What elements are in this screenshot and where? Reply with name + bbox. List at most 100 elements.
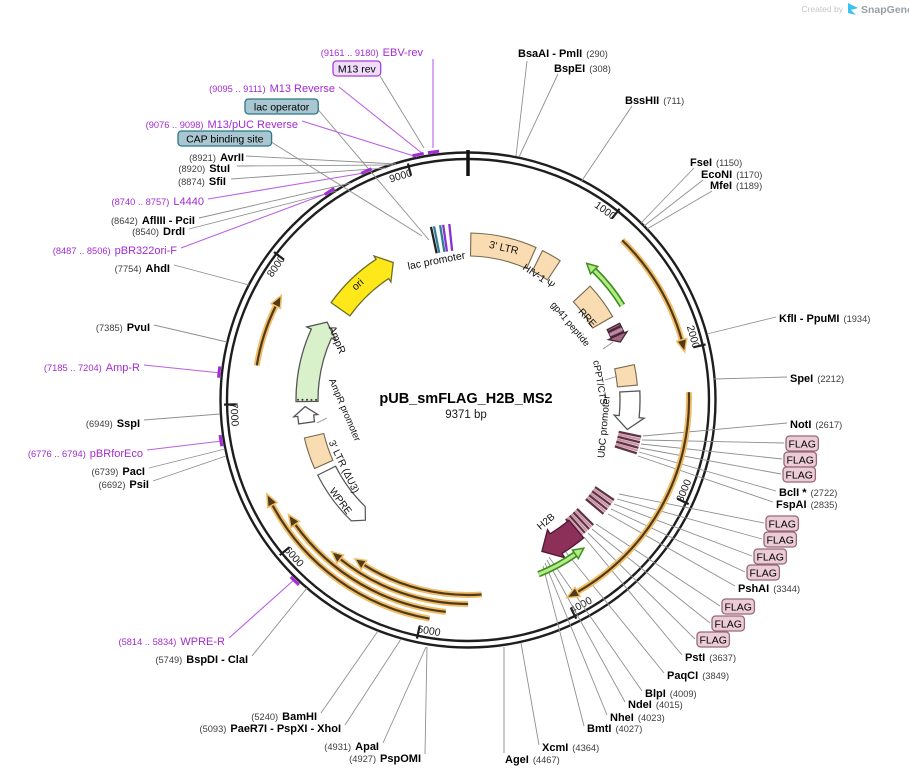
site-label-pspomi[interactable]: (4927) PspOMI <box>349 753 421 765</box>
callout-line <box>639 447 782 475</box>
site-label-xcmi[interactable]: XcmI (4364) <box>542 742 599 754</box>
site-label-paer7i-pspxi-xhoi[interactable]: (5093) PaeR7I - PspXI - XhoI <box>199 723 341 735</box>
primer-site-mark <box>323 186 336 196</box>
callout-line <box>173 264 250 286</box>
flag-tag-label[interactable]: FLAG <box>765 515 800 532</box>
site-label-bsshii[interactable]: BssHII (711) <box>625 95 684 107</box>
snapgene-logo-icon <box>848 3 858 15</box>
primer-site-mark <box>427 149 440 155</box>
site-label-nhei[interactable]: NheI (4023) <box>610 712 665 724</box>
site-label-bspei[interactable]: BspEI (308) <box>554 63 611 75</box>
boxed-label-cap-binding-site[interactable]: CAP binding site <box>177 130 273 147</box>
feature-flag-cluster-1[interactable] <box>614 430 642 455</box>
site-label-psii[interactable]: (6692) PsiI <box>99 479 149 491</box>
site-label-sspi[interactable]: (6949) SspI <box>86 418 140 430</box>
site-label-amp-r[interactable]: (7185 .. 7204) Amp-R <box>44 362 140 374</box>
site-label-econi[interactable]: EcoNI (1170) <box>701 169 762 181</box>
site-label-bamhi[interactable]: (5240) BamHI <box>251 711 317 723</box>
feature-ltr3-du3-box[interactable] <box>303 432 334 470</box>
boxed-label-m13-rev[interactable]: M13 rev <box>332 60 382 77</box>
site-label-avrii[interactable]: (8921) AvrII <box>189 152 244 164</box>
feature-label-ampr-promoter[interactable]: AmpR promoter <box>326 377 362 443</box>
site-label-kfli-ppumi[interactable]: KflI - PpuMI (1934) <box>779 313 870 325</box>
site-label-drdi[interactable]: (8540) DrdI <box>132 226 185 238</box>
site-label-ndei[interactable]: NdeI (4015) <box>628 699 683 711</box>
callout-line <box>706 316 777 335</box>
feature-orf-5[interactable] <box>330 550 469 607</box>
site-label-m13-puc-reverse[interactable]: (9076 .. 9098) M13/pUC Reverse <box>146 119 298 131</box>
flag-tag-label[interactable]: FLAG <box>746 564 781 581</box>
feature-rre-box[interactable] <box>572 285 614 329</box>
feature-orf-2[interactable] <box>564 392 692 599</box>
site-label-agei[interactable]: AgeI (4467) <box>505 754 560 766</box>
feature-green-upper[interactable] <box>585 262 626 308</box>
feature-cppt-box[interactable] <box>614 363 638 388</box>
site-label-fsei[interactable]: FseI (1150) <box>690 157 742 169</box>
flag-tag-label[interactable]: FLAG <box>782 466 817 483</box>
feature-ori-arrow[interactable] <box>330 254 394 317</box>
site-label-ebv-rev[interactable]: (9161 .. 9180) EBV-rev <box>321 47 424 59</box>
feature-orf-1[interactable] <box>620 238 688 354</box>
feature-ampr-arrow[interactable] <box>295 321 338 403</box>
feature-lac-prom-stripes[interactable] <box>429 223 454 254</box>
callout-line <box>379 75 425 149</box>
callout-line <box>548 556 643 692</box>
watermark-prefix: Created by <box>801 4 843 14</box>
site-label-psti[interactable]: PstI (3637) <box>685 652 736 664</box>
flag-tag-label[interactable]: FLAG <box>753 548 788 565</box>
site-label-fspai[interactable]: FspAI (2835) <box>776 499 837 511</box>
site-label-wpre-r[interactable]: (5814 .. 5834) WPRE-R <box>119 636 226 648</box>
flag-tag-label[interactable]: FLAG <box>721 598 756 615</box>
site-label-bspdi-clai[interactable]: (5749) BspDI - ClaI <box>155 654 248 666</box>
tick-mark <box>610 208 621 220</box>
site-label-mfei[interactable]: MfeI (1189) <box>710 180 762 192</box>
svg-text:M13 rev: M13 rev <box>338 64 377 76</box>
watermark: Created by SnapGene <box>801 3 909 16</box>
feature-orf-3[interactable] <box>265 492 431 622</box>
flag-tag-label[interactable]: FLAG <box>696 631 731 648</box>
feature-h2b-arrow[interactable] <box>541 519 585 559</box>
site-label-bmti[interactable]: BmtI (4027) <box>587 723 642 735</box>
flag-tag-label[interactable]: FLAG <box>785 435 820 452</box>
site-label-paqci[interactable]: PaqCI (3849) <box>667 670 729 682</box>
svg-text:FLAG: FLAG <box>699 635 726 647</box>
site-label-bsaai-pmli[interactable]: BsaAI - PmlI (290) <box>518 48 608 60</box>
site-label-spei[interactable]: SpeI (2212) <box>790 373 844 385</box>
flag-tag-label[interactable]: FLAG <box>783 451 818 468</box>
boxed-label-lac-operator[interactable]: lac operator <box>244 98 319 115</box>
feature-wpre-box[interactable] <box>316 465 367 522</box>
site-label-pbr322ori-f[interactable]: (8487 .. 8506) pBR322ori-F <box>53 245 178 257</box>
feature-ubc-arrow[interactable] <box>612 390 646 431</box>
site-label-bcli[interactable]: BclI * (2722) <box>779 487 837 499</box>
feature-label-h2b[interactable]: H2B <box>535 511 557 532</box>
feature-orf-6[interactable] <box>353 557 482 598</box>
site-label-pvui[interactable]: (7385) PvuI <box>96 322 150 334</box>
site-label-pshai[interactable]: PshAI (3344) <box>738 583 800 595</box>
feature-ltr3-box[interactable] <box>469 232 537 270</box>
site-label-stui[interactable]: (8920) StuI <box>178 163 230 175</box>
site-label-apai[interactable]: (4931) ApaI <box>324 741 379 753</box>
feature-ampr-dots[interactable] <box>297 398 318 401</box>
site-label-m13-reverse[interactable]: (9095 .. 9111) M13 Reverse <box>209 83 335 95</box>
site-label-noti[interactable]: NotI (2617) <box>790 419 842 431</box>
site-label-ahdi[interactable]: (7754) AhdI <box>115 263 170 275</box>
site-label-paci[interactable]: (6739) PacI <box>91 466 145 478</box>
feature-orf-7[interactable] <box>253 293 283 366</box>
feature-ampr-prom-arrow[interactable] <box>291 405 320 425</box>
feature-orf-4[interactable] <box>287 513 447 615</box>
site-label-blpi[interactable]: BlpI (4009) <box>645 688 697 700</box>
tick-label-7000: 7000 <box>227 403 240 427</box>
flag-tag-label[interactable]: FLAG <box>763 531 798 548</box>
site-label-pbrforeco[interactable]: (6776 .. 6794) pBRforEco <box>28 448 143 460</box>
site-label-l4440[interactable]: (8740 .. 8757) L4440 <box>112 196 204 208</box>
flag-tag-label[interactable]: FLAG <box>711 615 746 632</box>
feature-hiv1-psi-box[interactable] <box>531 249 561 281</box>
callout-line <box>230 167 387 180</box>
site-label-sfii[interactable]: (8874) SfiI <box>178 176 226 188</box>
site-label-afliii-pcii[interactable]: (8642) AflIII - PciI <box>111 215 195 227</box>
callout-line <box>245 155 397 165</box>
feature-green-lower[interactable] <box>537 547 586 578</box>
feature-gp41-stripes[interactable] <box>607 324 625 339</box>
feature-flag-cluster-2[interactable] <box>585 486 615 515</box>
